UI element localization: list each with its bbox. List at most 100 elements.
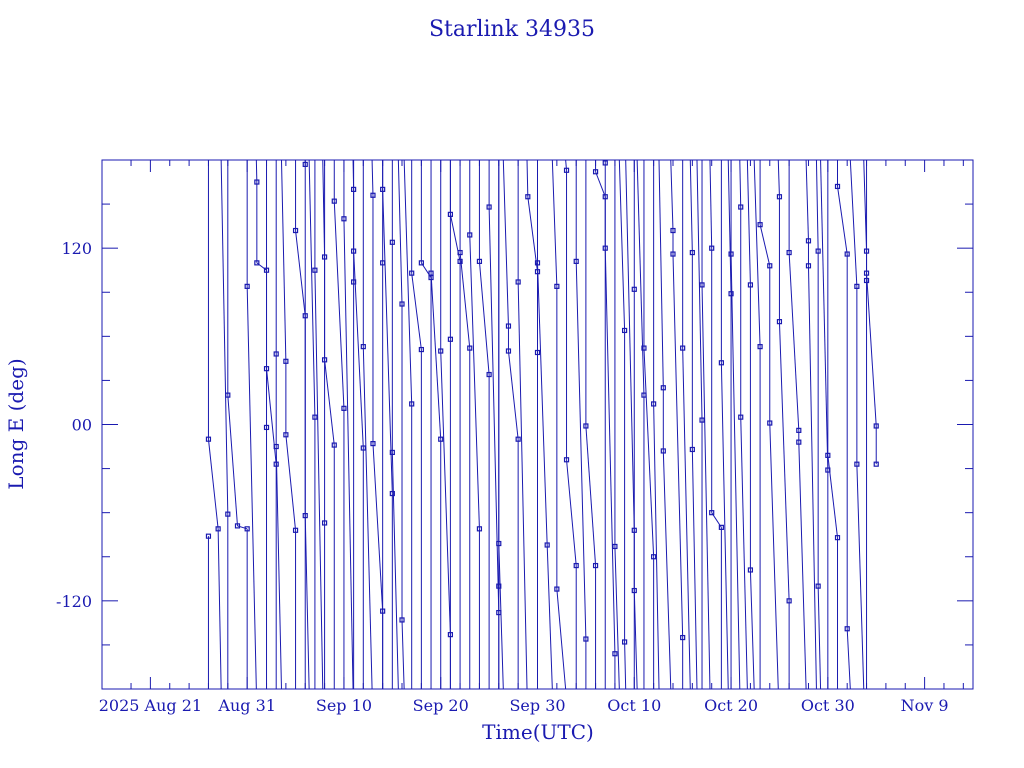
series-line-segment (295, 230, 306, 316)
data-point (331, 198, 337, 204)
series-line-segment (469, 234, 480, 529)
plot-lines (207, 160, 877, 689)
series-line-segment (709, 160, 713, 249)
data-point (302, 513, 308, 519)
data-point (641, 345, 647, 351)
series-line-segment (488, 207, 500, 613)
series-line-segment (817, 586, 822, 689)
data-point (496, 609, 502, 616)
plot-markers (205, 160, 879, 657)
data-point (476, 526, 483, 532)
series-line-segment (304, 515, 310, 689)
data-point (341, 405, 347, 411)
data-point (438, 436, 444, 442)
data-point (563, 457, 570, 463)
data-point (321, 520, 328, 526)
data-point (312, 414, 318, 420)
data-point (486, 204, 492, 210)
data-point (863, 270, 870, 276)
data-point (709, 510, 715, 516)
series-line-segment (526, 160, 529, 197)
data-point (680, 634, 686, 641)
data-point (399, 617, 405, 623)
data-point (389, 490, 395, 497)
series-line-segment (691, 449, 698, 689)
series-line-segment (440, 351, 451, 635)
data-point (409, 270, 415, 276)
data-point (825, 467, 831, 473)
data-point (534, 269, 541, 275)
data-point (834, 183, 841, 190)
series-line-segment (759, 224, 771, 266)
data-point (767, 263, 773, 269)
data-point (873, 423, 879, 429)
series-line-segment (275, 446, 282, 689)
data-point (244, 526, 250, 532)
x-axis-label: Time(UTC) (482, 720, 594, 744)
series-line-segment (837, 186, 848, 255)
data-point (225, 511, 231, 517)
data-point (215, 526, 221, 532)
data-point (263, 366, 270, 372)
data-point (399, 301, 405, 307)
data-point (863, 277, 870, 284)
data-point (602, 194, 608, 200)
series-line-segment (662, 450, 672, 689)
series-line-segment (788, 252, 800, 431)
data-point (263, 424, 270, 431)
data-point (602, 160, 608, 166)
series-line-segment (546, 544, 553, 689)
x-tick-label: Oct 20 (704, 696, 758, 715)
data-point (447, 336, 453, 342)
series-line-segment (391, 452, 399, 689)
data-point (602, 245, 608, 251)
data-point (380, 186, 386, 192)
data-point (757, 344, 763, 350)
data-point (273, 443, 279, 450)
data-point (805, 238, 812, 244)
series-line-segment (324, 359, 335, 446)
series-line-segment (308, 160, 316, 418)
series-line-segment (604, 248, 616, 654)
series-line-segment (537, 262, 548, 546)
x-tick-label: Nov 9 (901, 696, 949, 715)
series-line-segment (227, 395, 238, 526)
data-point (534, 349, 541, 356)
data-point (380, 260, 386, 266)
series-line-segment (653, 403, 660, 689)
data-point (254, 179, 260, 185)
data-point (496, 540, 502, 547)
data-point (747, 282, 754, 288)
series-line-segment (403, 160, 413, 404)
series-line-segment (807, 265, 817, 689)
data-point (699, 282, 705, 288)
series-line-segment (575, 261, 587, 640)
series-line-segment (459, 252, 471, 349)
data-point (292, 227, 299, 234)
series-line-segment (696, 160, 703, 421)
series-line-segment (798, 442, 807, 689)
data-point (699, 417, 705, 423)
x-tick-label: Aug 31 (217, 696, 276, 715)
series-line-segment (740, 417, 748, 689)
data-point (728, 291, 734, 297)
series-line-segment (246, 286, 257, 689)
series-line-segment (507, 350, 519, 440)
series-line-segment (624, 641, 627, 689)
series-line-segment (255, 160, 258, 183)
data-point (670, 227, 676, 234)
data-point (554, 586, 560, 592)
data-point (351, 279, 357, 285)
series-line-segment (314, 270, 324, 689)
series-line-segment (220, 160, 229, 515)
data-point (621, 327, 628, 334)
series-line-segment (382, 189, 393, 494)
data-point (631, 527, 637, 533)
data-point (447, 632, 453, 638)
data-point (718, 360, 724, 366)
y-axis-ticks: -120 00 120 (56, 159, 973, 690)
series-line-segment (689, 160, 693, 253)
series-line-segment (746, 160, 751, 285)
data-point (292, 527, 299, 533)
